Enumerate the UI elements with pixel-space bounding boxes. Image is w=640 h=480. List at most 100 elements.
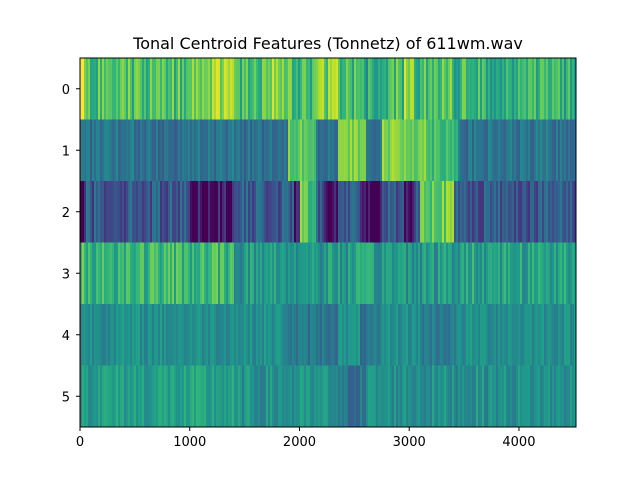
heatmap-cell: [170, 365, 173, 428]
heatmap-cell: [158, 181, 161, 243]
heatmap-cell: [310, 304, 313, 366]
heatmap-cell: [236, 119, 239, 182]
heatmap-cell: [222, 119, 225, 182]
heatmap-cell: [132, 58, 135, 120]
heatmap-cell: [178, 304, 181, 366]
heatmap-cell: [424, 242, 427, 305]
heatmap-cell: [298, 58, 301, 120]
heatmap-cell: [516, 119, 519, 182]
heatmap-cell: [84, 119, 87, 182]
heatmap-cell: [476, 365, 479, 428]
heatmap-cell: [172, 304, 175, 366]
heatmap-cell: [334, 304, 337, 366]
heatmap-cell: [346, 304, 349, 366]
heatmap-cell: [154, 58, 157, 120]
heatmap-cell: [126, 304, 129, 366]
heatmap-cell: [532, 119, 535, 182]
heatmap-cell: [356, 242, 359, 305]
heatmap-cell: [526, 365, 529, 428]
heatmap-cell: [168, 304, 171, 366]
heatmap-cell: [556, 242, 559, 305]
heatmap-cell: [284, 242, 287, 305]
heatmap-cell: [260, 242, 263, 305]
heatmap-cell: [304, 58, 307, 120]
heatmap-cell: [538, 58, 541, 120]
heatmap-cell: [204, 119, 207, 182]
heatmap-cell: [372, 304, 375, 366]
heatmap-cell: [426, 242, 429, 305]
heatmap-cell: [266, 181, 269, 243]
heatmap-cell: [438, 119, 441, 182]
heatmap-cell: [346, 181, 349, 243]
heatmap-cell: [104, 58, 107, 120]
heatmap-cell: [312, 242, 315, 305]
heatmap-cell: [290, 181, 293, 243]
heatmap-cell: [314, 58, 317, 120]
heatmap-cell: [310, 181, 313, 243]
heatmap-cell: [422, 181, 425, 243]
heatmap-cell: [372, 365, 375, 428]
heatmap-cell: [118, 365, 121, 428]
heatmap-cell: [480, 58, 483, 120]
heatmap-cell: [396, 304, 399, 366]
heatmap-cells: [80, 58, 577, 428]
heatmap-cell: [230, 119, 233, 182]
heatmap-cell: [442, 58, 445, 120]
heatmap-cell: [480, 242, 483, 305]
heatmap-cell: [132, 365, 135, 428]
heatmap-cell: [358, 365, 361, 428]
heatmap-cell: [304, 181, 307, 243]
heatmap-cell: [446, 181, 449, 243]
heatmap-cell: [398, 58, 401, 120]
heatmap-cell: [230, 181, 233, 243]
heatmap-cell: [352, 181, 355, 243]
heatmap-cell: [88, 119, 91, 182]
heatmap-cell: [314, 304, 317, 366]
heatmap-cell: [212, 304, 215, 366]
heatmap-cell: [398, 365, 401, 428]
heatmap-cell: [238, 365, 241, 428]
heatmap-cell: [278, 242, 281, 305]
heatmap-cell: [466, 181, 469, 243]
heatmap-cell: [208, 242, 211, 305]
heatmap-cell: [444, 58, 447, 120]
heatmap-cell: [186, 242, 189, 305]
heatmap-cell: [94, 119, 97, 182]
heatmap-cell: [548, 58, 551, 120]
heatmap-cell: [196, 58, 199, 120]
heatmap-cell: [94, 242, 97, 305]
heatmap-cell: [504, 181, 507, 243]
heatmap-cell: [536, 242, 539, 305]
heatmap-cell: [172, 365, 175, 428]
heatmap-cell: [198, 304, 201, 366]
heatmap-cell: [396, 181, 399, 243]
heatmap-cell: [332, 365, 335, 428]
heatmap-cell: [356, 304, 359, 366]
heatmap-cell: [466, 242, 469, 305]
heatmap-cell: [542, 304, 545, 366]
heatmap-cell: [184, 119, 187, 182]
heatmap-cell: [300, 181, 303, 243]
heatmap-cell: [212, 365, 215, 428]
heatmap-cell: [520, 119, 523, 182]
heatmap-cell: [284, 119, 287, 182]
heatmap-cell: [478, 242, 481, 305]
heatmap-cell: [484, 181, 487, 243]
heatmap-cell: [316, 365, 319, 428]
heatmap-cell: [472, 365, 475, 428]
heatmap-cell: [112, 365, 115, 428]
heatmap-cell: [504, 242, 507, 305]
heatmap-cell: [566, 181, 569, 243]
heatmap-cell: [362, 304, 365, 366]
heatmap-cell: [346, 365, 349, 428]
heatmap-cell: [116, 242, 119, 305]
heatmap-cell: [526, 242, 529, 305]
heatmap-cell: [210, 58, 213, 120]
heatmap-cell: [418, 119, 421, 182]
heatmap-cell: [168, 365, 171, 428]
heatmap-cell: [392, 58, 395, 120]
heatmap-cell: [322, 365, 325, 428]
heatmap-cell: [156, 304, 159, 366]
heatmap-cell: [196, 242, 199, 305]
heatmap-cell: [438, 242, 441, 305]
